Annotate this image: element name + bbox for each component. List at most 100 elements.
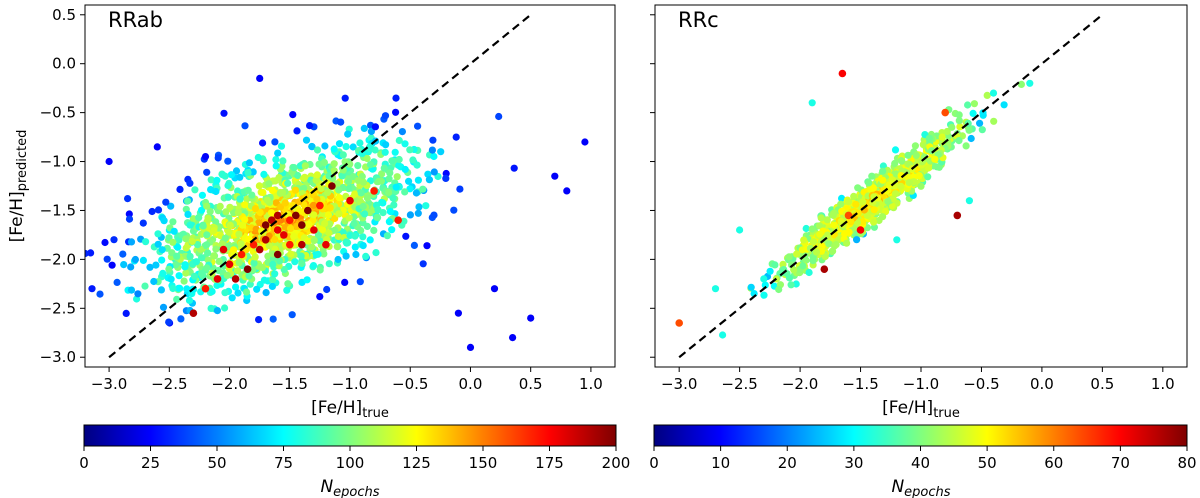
rrc-data-point: [917, 182, 925, 190]
rrab-data-point: [373, 213, 381, 221]
rrab-data-point: [131, 255, 139, 264]
rrab-data-point: [259, 188, 267, 197]
rrab-data-point: [409, 156, 417, 164]
rrab-data-point: [359, 233, 367, 241]
rrab-data-point: [277, 142, 286, 150]
rrc-data-point: [983, 91, 991, 99]
rrab-data-point: [314, 250, 322, 258]
rrab-data-point: [103, 255, 111, 263]
rrc-data-point: [853, 236, 861, 244]
rrc-data-point: [879, 213, 887, 221]
rrc-data-point: [854, 184, 862, 192]
rrab-colorbar-tick-label: 50: [207, 454, 226, 472]
rrab-data-point: [330, 160, 338, 168]
rrab-data-point: [371, 146, 379, 154]
rrab-data-point: [366, 143, 374, 151]
rrab-data-point: [125, 215, 134, 223]
rrab-data-point: [271, 177, 279, 185]
rrab-data-point: [308, 243, 316, 251]
rrc-data-point: [790, 266, 798, 274]
rrab-data-point: [344, 130, 352, 138]
rrc-outlier-point: [711, 285, 720, 293]
rrab-data-point: [386, 207, 394, 216]
rrab-data-point: [110, 236, 118, 244]
rrab-data-point: [351, 243, 359, 251]
rrab-data-point: [287, 250, 295, 258]
rrab-data-point: [308, 142, 316, 151]
rrab-high-count-point: [286, 216, 294, 224]
rrab-colorbar-tick-label: 125: [402, 454, 431, 472]
rrab-data-point: [452, 133, 460, 141]
rrab-data-point: [171, 261, 180, 269]
rrab-data-point: [430, 152, 438, 161]
rrab-data-point: [191, 186, 199, 194]
rrab-data-point: [125, 210, 133, 218]
rrab-data-point: [198, 270, 206, 278]
rrab-data-point: [395, 155, 403, 164]
rrab-data-point: [389, 194, 397, 202]
rrc-colorbar-tick-label: 70: [1111, 454, 1130, 472]
rrab-data-point: [401, 188, 409, 196]
rrc-data-point: [955, 111, 963, 119]
rrc-xtick-label: −3.0: [661, 375, 697, 393]
rrab-data-point: [279, 157, 287, 165]
rrab-data-point: [383, 232, 391, 240]
rrab-data-point: [386, 169, 394, 177]
rrc-data-point: [884, 197, 892, 206]
rrab-data-point: [237, 240, 245, 248]
rrc-data-point: [948, 123, 956, 131]
rrc-data-point: [812, 248, 821, 256]
rrab-data-point: [139, 219, 147, 227]
rrab-data-point: [148, 207, 156, 216]
rrc-data-point: [915, 172, 923, 180]
rrab-high-count-point: [213, 275, 222, 283]
rrab-data-point: [335, 186, 343, 194]
rrab-high-count-point: [243, 265, 252, 274]
rrab-data-point: [204, 249, 212, 257]
rrab-data-point: [87, 249, 95, 257]
rrab-data-point: [139, 256, 147, 264]
rrab-data-point: [278, 189, 287, 197]
rrab-data-point: [412, 189, 420, 197]
rrc-data-point: [760, 291, 768, 299]
rrab-high-count-point: [201, 284, 210, 293]
rrc-data-point: [956, 123, 964, 131]
rrc-data-point: [904, 151, 912, 159]
rrab-data-point: [221, 304, 229, 312]
rrab-data-point: [203, 264, 211, 272]
rrab-data-point: [335, 210, 343, 218]
rrab-data-point: [255, 182, 263, 190]
rrab-data-point: [203, 202, 211, 210]
rrab-data-point: [385, 218, 393, 226]
rrab-identity-line: [108, 13, 532, 359]
rrab-data-point: [210, 227, 218, 235]
rrab-data-point: [146, 263, 154, 271]
rrc-high-count-point: [856, 226, 865, 234]
rrc-colorbar-tick-label: 80: [1177, 454, 1196, 472]
rrab-data-point: [183, 285, 191, 293]
rrab-data-point: [357, 189, 365, 197]
rrab-title: RRab: [108, 8, 163, 32]
rrab-data-point: [323, 285, 331, 294]
rrab-data-point: [333, 243, 341, 251]
rrab-data-point: [288, 311, 296, 319]
rrab-data-point: [236, 195, 244, 203]
rrab-data-point: [359, 202, 367, 211]
rrc-high-count-point: [838, 69, 847, 78]
rrab-data-point: [96, 290, 104, 298]
rrab-data-point: [392, 108, 400, 116]
rrab-data-point: [362, 252, 370, 260]
rrab-data-point: [272, 162, 280, 170]
rrc-xlabel: [Fe/H]true: [882, 398, 960, 421]
rrab-data-point: [235, 230, 243, 238]
rrab-data-point: [430, 168, 438, 176]
rrab-data-point: [321, 220, 329, 228]
rrab-data-point: [192, 258, 200, 266]
rrc-outlier-point: [989, 89, 998, 97]
rrab-data-point: [207, 304, 215, 312]
rrab-outlier-point: [153, 143, 161, 151]
rrab-data-point: [263, 196, 271, 204]
rrab-data-point: [349, 173, 357, 181]
rrab-data-point: [241, 201, 249, 209]
